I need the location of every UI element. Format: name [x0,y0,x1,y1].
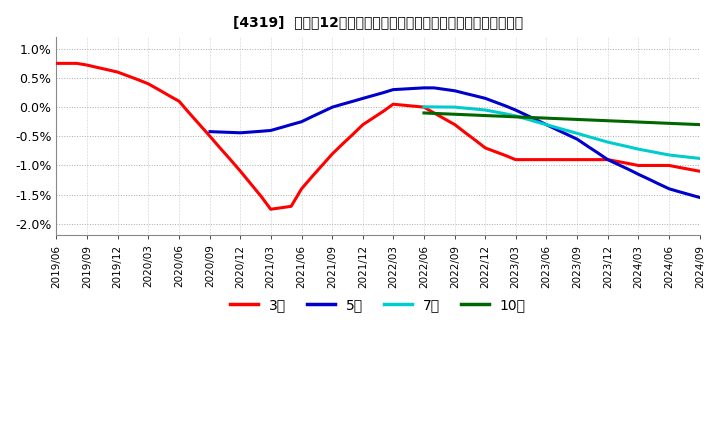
Title: [4319]  売上高12か月移動合計の対前年同期増減率の平均値の推移: [4319] 売上高12か月移動合計の対前年同期増減率の平均値の推移 [233,15,523,29]
Legend: 3年, 5年, 7年, 10年: 3年, 5年, 7年, 10年 [225,293,531,318]
